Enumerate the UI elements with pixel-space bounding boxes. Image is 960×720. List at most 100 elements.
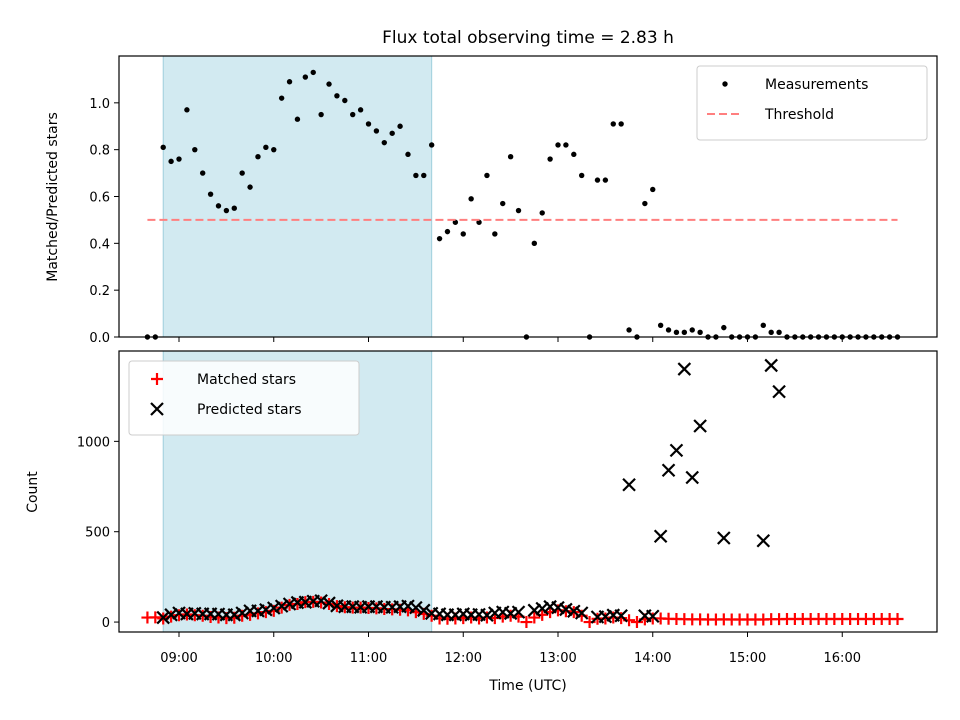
top-data-point bbox=[681, 329, 688, 336]
bottom-data-point bbox=[645, 609, 660, 624]
top-data-point bbox=[389, 130, 395, 136]
bottom-data-point bbox=[693, 419, 707, 433]
bottom-legend-label: Predicted stars bbox=[197, 402, 302, 418]
top-data-point bbox=[484, 172, 490, 179]
bottom-data-point bbox=[630, 616, 643, 629]
top-data-point bbox=[578, 172, 585, 179]
top-data-point bbox=[642, 200, 648, 207]
top-legend-swatch bbox=[722, 81, 728, 87]
x-tick-label: 11:00 bbox=[350, 651, 387, 666]
top-data-point bbox=[610, 121, 616, 127]
top-y-tick-label: 1.0 bbox=[89, 97, 110, 112]
bottom-series-predicted-stars bbox=[156, 358, 786, 625]
top-data-point bbox=[342, 97, 348, 104]
top-data-point bbox=[160, 144, 166, 151]
top-legend: Measurements Threshold bbox=[696, 65, 928, 141]
top-data-point bbox=[192, 146, 198, 153]
top-data-point bbox=[302, 74, 309, 80]
top-data-point bbox=[278, 95, 285, 101]
bottom-data-point bbox=[574, 606, 589, 620]
bottom-legend-swatch bbox=[150, 402, 164, 416]
top-data-point bbox=[215, 203, 222, 209]
bottom-data-point bbox=[653, 529, 668, 544]
bottom-data-point bbox=[551, 600, 565, 615]
top-series-measurements bbox=[144, 69, 901, 340]
x-tick-label: 12:00 bbox=[445, 651, 482, 666]
top-data-point bbox=[334, 93, 340, 99]
top-data-point bbox=[318, 111, 324, 118]
top-data-point bbox=[357, 107, 364, 113]
top-data-point bbox=[263, 144, 269, 151]
bottom-data-point bbox=[164, 608, 178, 622]
top-data-point bbox=[697, 329, 703, 336]
bottom-data-point bbox=[227, 608, 242, 622]
x-tick-label: 16:00 bbox=[824, 651, 861, 666]
bottom-data-point bbox=[314, 593, 328, 608]
bottom-data-point bbox=[527, 603, 542, 618]
top-legend-label: Measurements bbox=[765, 77, 868, 93]
top-data-point bbox=[176, 156, 182, 162]
top-data-point bbox=[665, 327, 672, 333]
top-data-point bbox=[594, 177, 601, 183]
bottom-legend: Matched stars Predicted stars bbox=[128, 360, 360, 436]
top-data-point bbox=[626, 327, 632, 333]
x-tick-label: 13:00 bbox=[539, 651, 576, 666]
top-data-point bbox=[547, 156, 553, 162]
bottom-data-point bbox=[622, 477, 636, 492]
bottom-data-point bbox=[685, 470, 700, 485]
bottom-data-point bbox=[416, 603, 431, 618]
top-data-point bbox=[618, 121, 624, 127]
top-shaded-interval bbox=[162, 55, 433, 338]
bottom-data-point bbox=[717, 531, 731, 545]
bottom-data-point bbox=[259, 602, 273, 617]
top-data-point bbox=[310, 69, 316, 76]
top-data-point bbox=[271, 146, 277, 153]
bottom-y-tick-label: 1000 bbox=[77, 435, 110, 450]
top-data-point bbox=[421, 172, 427, 179]
top-legend-label: Threshold bbox=[764, 107, 834, 123]
top-data-point bbox=[231, 205, 237, 211]
top-data-point bbox=[468, 196, 474, 202]
top-data-point bbox=[571, 151, 577, 158]
top-data-point bbox=[539, 210, 545, 216]
top-data-point bbox=[460, 231, 466, 237]
top-legend-box bbox=[696, 65, 928, 141]
bottom-data-point bbox=[559, 602, 573, 617]
bottom-data-point bbox=[661, 463, 676, 478]
x-tick-label: 14:00 bbox=[634, 651, 671, 666]
bottom-data-point bbox=[614, 608, 628, 623]
top-data-point bbox=[492, 231, 498, 237]
bottom-axes-frame bbox=[118, 350, 938, 633]
top-data-point bbox=[294, 116, 301, 122]
top-data-point bbox=[776, 329, 782, 336]
top-data-point bbox=[350, 111, 356, 118]
top-data-point bbox=[768, 329, 774, 336]
bottom-y-tick-label: 0 bbox=[102, 616, 110, 631]
bottom-y-tick-label: 500 bbox=[85, 526, 110, 541]
top-data-point bbox=[673, 329, 680, 336]
top-y-tick-label: 0.0 bbox=[89, 331, 110, 346]
bottom-data-point bbox=[511, 605, 526, 619]
top-data-point bbox=[721, 324, 727, 331]
top-data-point bbox=[397, 123, 403, 129]
top-data-point bbox=[413, 172, 419, 179]
x-axis-label: Time (UTC) bbox=[488, 678, 566, 694]
top-data-point bbox=[444, 228, 451, 235]
bottom-data-point bbox=[891, 612, 904, 625]
top-data-point bbox=[184, 107, 190, 113]
top-data-point bbox=[255, 153, 261, 160]
top-data-point bbox=[207, 191, 214, 197]
bottom-legend-label: Matched stars bbox=[197, 372, 296, 388]
bottom-data-point bbox=[528, 611, 541, 624]
bottom-data-point bbox=[535, 601, 549, 616]
bottom-legend-box bbox=[128, 360, 360, 436]
bottom-data-point bbox=[235, 606, 249, 620]
top-y-tick-label: 0.6 bbox=[89, 191, 110, 206]
bottom-data-point bbox=[677, 362, 692, 376]
top-data-point bbox=[760, 322, 766, 328]
bottom-data-point bbox=[567, 604, 581, 618]
top-data-point bbox=[436, 235, 443, 242]
bottom-data-point bbox=[756, 533, 771, 548]
top-data-point bbox=[286, 79, 293, 85]
